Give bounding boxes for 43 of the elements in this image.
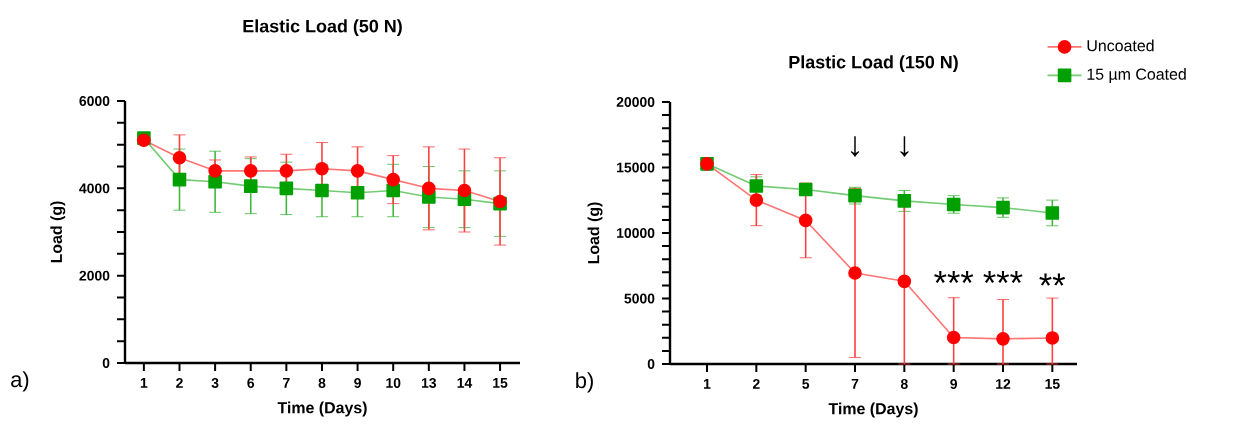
x-tick-label: 5	[802, 379, 810, 389]
annotation: ↓	[850, 136, 860, 157]
annotation: ***	[983, 270, 1023, 284]
x-tick-label: 14	[457, 378, 473, 388]
x-tick-label: 8	[900, 379, 908, 389]
y-tick-label: 0	[647, 359, 655, 369]
x-tick-label: 7	[851, 379, 859, 389]
x-tick-label: 7	[283, 378, 290, 388]
x-tick-label: 9	[354, 378, 361, 388]
x-axis-title: Time (Days)	[828, 402, 918, 418]
annotation: ↓	[900, 136, 909, 157]
y-tick-label: 5000	[624, 293, 655, 304]
x-tick-label: 2	[752, 379, 760, 389]
text: b)	[576, 372, 593, 393]
y-tick-label: 20000	[616, 97, 655, 107]
y-tick-label: 0	[102, 358, 110, 368]
x-tick-label: 2	[176, 378, 183, 388]
x-tick-label: 10	[386, 378, 401, 388]
x-tick-label: 3	[211, 378, 219, 388]
x-tick-label: 15	[1045, 379, 1060, 389]
x-tick-label: 9	[950, 379, 958, 389]
legend-label: 15 µm Coated	[1087, 68, 1186, 83]
x-tick-label: 6	[247, 378, 255, 388]
legend-label: Uncoated	[1087, 39, 1154, 52]
chart-title: Elastic Load (50 N)	[243, 19, 402, 36]
x-tick-label: 15	[493, 378, 508, 388]
annotation: **	[1039, 273, 1066, 286]
x-tick-label: 8	[318, 378, 326, 388]
y-tick-label: 15000	[617, 162, 655, 173]
text: a)	[11, 371, 29, 392]
y-tick-label: 6000	[79, 96, 110, 106]
y-tick-label: 10000	[617, 228, 655, 238]
y-tick-label: 4000	[79, 183, 110, 194]
y-tick-label: 2000	[79, 270, 110, 281]
y-axis-title: Load (g)	[587, 202, 603, 264]
x-tick-label: 1	[140, 378, 148, 388]
x-axis-title: Time (Days)	[277, 401, 367, 417]
y-axis-title: Load (g)	[50, 201, 66, 263]
x-tick-label: 13	[421, 378, 437, 388]
x-tick-label: 1	[704, 379, 711, 389]
annotation: ***	[934, 270, 974, 284]
chart-title: Plastic Load (150 N)	[789, 55, 958, 72]
x-tick-label: 12	[996, 379, 1011, 389]
